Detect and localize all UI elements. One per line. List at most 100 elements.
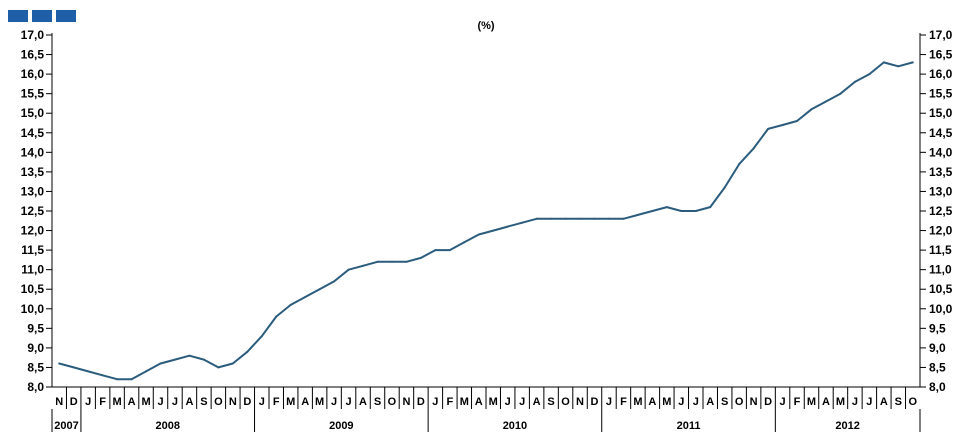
y-tick-label-right: 13,0 — [929, 184, 953, 198]
y-tick-label-left: 16,0 — [21, 67, 45, 81]
data-point — [116, 378, 119, 381]
data-point — [709, 206, 712, 209]
month-label: A — [359, 396, 367, 408]
data-point — [767, 127, 770, 130]
month-label: F — [446, 396, 453, 408]
data-point — [72, 366, 75, 369]
data-point — [506, 225, 509, 228]
y-tick-label-right: 11,0 — [929, 263, 952, 277]
month-label: A — [822, 396, 830, 408]
month-label: J — [157, 396, 163, 408]
data-point — [550, 217, 553, 220]
data-point — [159, 362, 162, 365]
month-label: A — [475, 396, 483, 408]
data-point — [911, 61, 914, 64]
data-point — [636, 213, 639, 216]
year-label: 2007 — [54, 420, 78, 432]
month-label: M — [662, 396, 671, 408]
unit-label: (%) — [477, 20, 494, 32]
y-tick-label-right: 12,5 — [929, 204, 953, 218]
y-tick-label-left: 14,5 — [21, 126, 45, 140]
month-label: M — [315, 396, 324, 408]
month-label: M — [113, 396, 122, 408]
month-label: N — [229, 396, 237, 408]
y-tick-label-right: 14,0 — [929, 145, 953, 159]
data-point — [188, 354, 191, 357]
data-point — [535, 217, 538, 220]
data-point — [101, 374, 104, 377]
data-point — [87, 370, 90, 373]
data-point — [868, 73, 871, 76]
y-tick-label-left: 12,0 — [21, 224, 45, 238]
data-point — [376, 260, 379, 263]
y-tick-label-right: 10,0 — [929, 302, 953, 316]
data-point — [333, 280, 336, 283]
month-label: A — [185, 396, 193, 408]
month-label: M — [633, 396, 642, 408]
data-point — [651, 210, 654, 212]
month-label: S — [895, 396, 902, 408]
y-tick-label-left: 9,0 — [27, 341, 44, 355]
month-label: J — [678, 396, 684, 408]
y-tick-label-left: 10,5 — [21, 282, 45, 296]
year-label: 2010 — [503, 420, 527, 432]
data-point — [853, 80, 856, 83]
data-point — [680, 210, 683, 212]
month-label: A — [301, 396, 309, 408]
month-label: J — [852, 396, 858, 408]
data-point — [752, 147, 755, 150]
month-label: A — [128, 396, 136, 408]
data-point — [839, 92, 842, 95]
month-label: O — [388, 396, 397, 408]
month-label: M — [836, 396, 845, 408]
month-label: D — [417, 396, 425, 408]
data-point — [665, 206, 668, 209]
logo-block-3 — [56, 10, 76, 22]
data-point — [579, 217, 581, 220]
logo-mark — [8, 10, 76, 22]
month-label: O — [735, 396, 744, 408]
y-tick-label-right: 12,0 — [929, 224, 953, 238]
y-tick-label-left: 11,5 — [21, 243, 44, 257]
month-label: N — [750, 396, 758, 408]
data-point — [275, 315, 278, 318]
y-tick-label-left: 9,5 — [27, 321, 44, 335]
month-label: J — [85, 396, 91, 408]
month-label: J — [519, 396, 525, 408]
data-point — [405, 260, 408, 263]
axes — [46, 33, 926, 432]
y-tick-label-left: 15,5 — [21, 87, 45, 101]
data-point — [174, 358, 176, 361]
y-tick-label-left: 11,0 — [21, 263, 44, 277]
month-label: O — [908, 396, 917, 408]
month-label: J — [331, 396, 337, 408]
month-label: A — [533, 396, 541, 408]
y-tick-label-left: 13,5 — [21, 165, 45, 179]
y-tick-label-right: 8,5 — [929, 360, 946, 374]
data-point — [231, 362, 234, 365]
data-point — [897, 65, 900, 68]
y-tick-label-right: 9,5 — [929, 321, 946, 335]
y-tick-label-left: 12,5 — [21, 204, 45, 218]
data-point — [521, 221, 524, 224]
y-tick-label-right: 8,0 — [929, 380, 946, 394]
year-label: 2009 — [329, 420, 353, 432]
month-label: N — [55, 396, 63, 408]
month-label: M — [460, 396, 469, 408]
month-label: J — [606, 396, 612, 408]
month-label: A — [880, 396, 888, 408]
data-point — [694, 210, 697, 212]
y-tick-label-right: 9,0 — [929, 341, 946, 355]
month-label: O — [214, 396, 223, 408]
y-tick-label-right: 10,5 — [929, 282, 953, 296]
month-label: J — [259, 396, 265, 408]
data-point — [492, 229, 495, 232]
data-point — [463, 241, 466, 244]
data-point — [246, 350, 249, 353]
data-point — [217, 366, 220, 369]
month-label: S — [547, 396, 554, 408]
data-point — [796, 120, 798, 122]
logo-block-1 — [8, 10, 28, 22]
